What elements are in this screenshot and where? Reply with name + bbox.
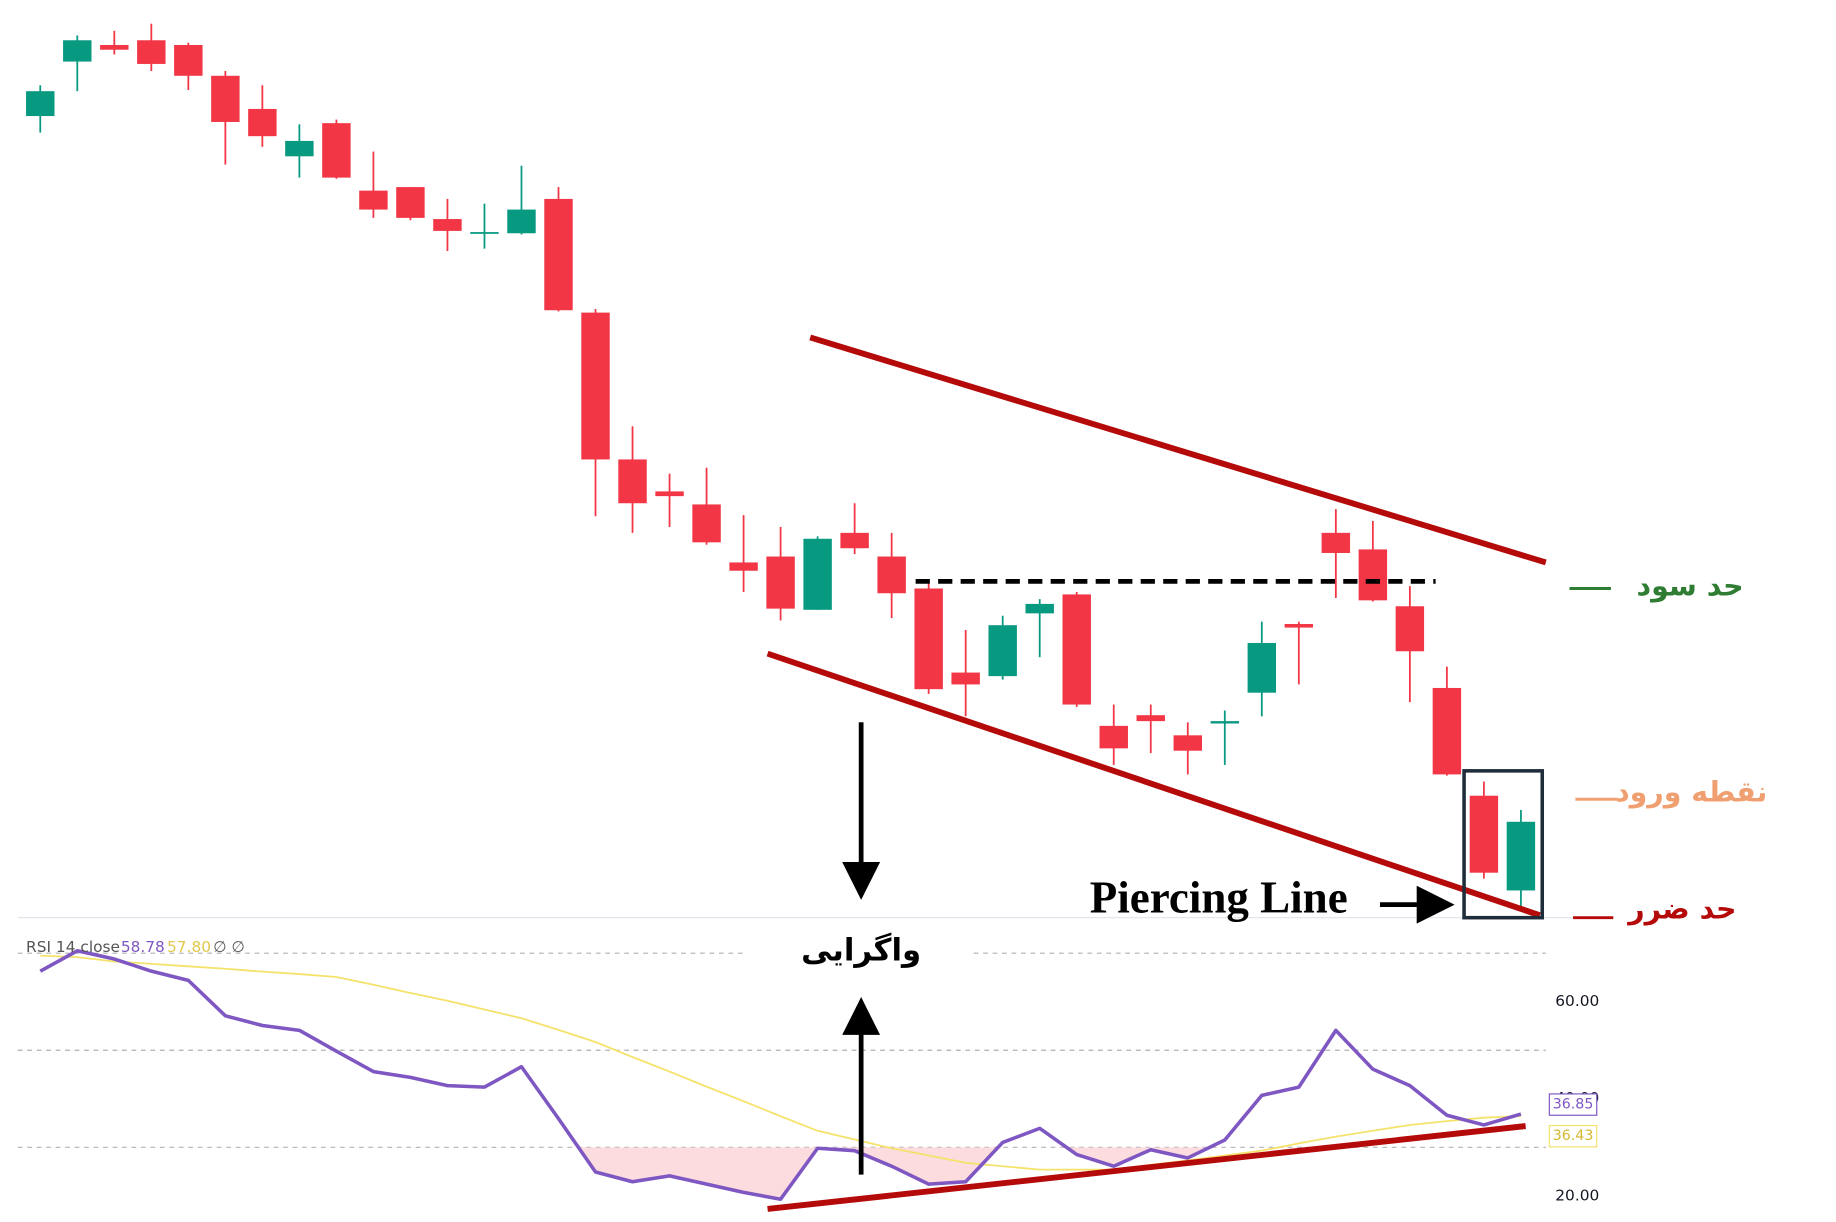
legend-value: 57.80 [167,938,211,956]
candle-body [1173,735,1202,751]
candle-body [1025,603,1054,614]
candle-body [1136,715,1165,722]
candle-body [1062,594,1091,705]
candle-body [100,44,129,50]
channel-lower [766,650,1541,919]
candle-body [63,40,92,62]
candle-body [766,556,795,609]
candle-body [729,562,758,571]
candle-body [877,556,906,594]
candle-body [1506,821,1536,891]
candle-body [1210,721,1240,724]
candle-body [1358,549,1388,601]
candle-body [1432,687,1462,775]
candle-body [285,140,314,157]
channel-upper [809,334,1547,566]
candle-body [211,75,240,122]
candle-body [951,672,980,685]
candle-body [692,504,721,543]
candle-body [322,123,351,178]
candle-body [359,190,388,210]
oversold-fill [578,1147,1210,1200]
candle-body [137,40,166,64]
rsi-trend-line [767,1123,1526,1212]
legend-value: ∅ ∅ [213,938,245,956]
candle-body [1099,725,1128,749]
candle-body [1247,642,1277,693]
candle-body [581,312,610,460]
candle-body [1284,624,1314,628]
candle-body [988,625,1017,677]
end-label: 36.43 [1553,1128,1594,1144]
candle-body [544,198,573,311]
end-label-box [1548,1093,1598,1116]
end-label-box [1548,1124,1598,1148]
candle-body [1321,532,1351,553]
candle-body [396,187,425,218]
candle-body [248,108,277,137]
y-tick-label: 20.00 [1555,1186,1599,1204]
candle-body [507,209,536,234]
candle-body [803,538,832,610]
pattern-label: Piercing Line [1090,873,1348,923]
take-profit-label: حد سود [1636,569,1743,602]
candle-body [618,459,647,504]
entry-label: نقطه ورود [1615,775,1767,808]
candle-body [174,44,203,76]
indicator-label: RSI 14 close [26,938,120,956]
legend-value: 58.78 [121,938,165,956]
price-pane [26,23,1536,908]
candle-body [26,91,55,117]
rsi-line [40,954,1521,1171]
pattern-box [1462,769,1545,920]
end-label: 36.85 [1553,1097,1594,1113]
candle-body [840,532,869,549]
divergence-label: واگرایی [801,933,921,969]
candle-body [655,491,684,497]
candle-body [1469,795,1499,873]
stop-loss-label: حد ضرر [1626,893,1736,926]
candle-body [433,219,462,231]
candle-body [914,588,943,690]
y-tick-label: 60.00 [1555,992,1599,1010]
candle-body [1395,606,1425,652]
candle-body [470,232,499,234]
rsi-line [39,948,1522,1201]
